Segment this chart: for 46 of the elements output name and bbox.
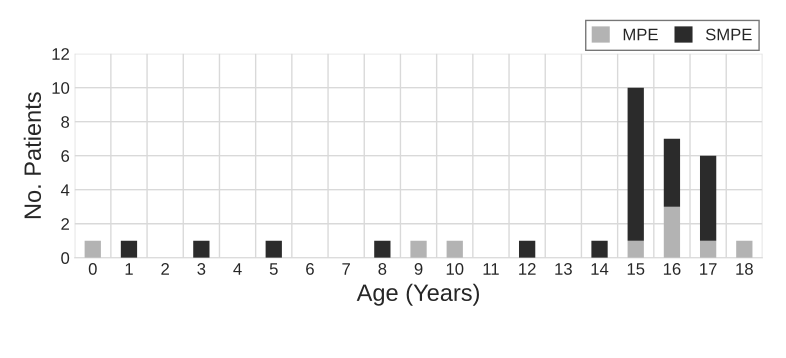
x-tick-label: 11 (484, 263, 499, 275)
bar (700, 156, 716, 241)
x-tick-label: 5 (270, 263, 278, 275)
legend-label: MPE (624, 28, 658, 40)
x-tick-label: 0 (88, 263, 97, 275)
bar (410, 240, 427, 258)
x-tick-label: 8 (378, 263, 386, 275)
x-tick-label: 6 (306, 263, 314, 275)
legend-label: SMPE (706, 28, 752, 40)
bar (700, 240, 716, 258)
x-tick-label: 17 (700, 263, 717, 275)
x-tick-label: 16 (664, 263, 680, 275)
bar (591, 240, 608, 258)
x-tick-label: 13 (555, 263, 572, 275)
bar (374, 240, 390, 258)
x-tick-label: 18 (736, 263, 753, 275)
bar (518, 240, 536, 258)
y-tick-label: 6 (61, 150, 70, 162)
bar (664, 138, 680, 207)
y-tick-label: 4 (60, 184, 70, 196)
bar (193, 240, 210, 258)
bar (628, 88, 644, 241)
x-tick-label: 2 (161, 263, 169, 275)
y-tick-label: 12 (52, 48, 69, 60)
bar (266, 240, 282, 258)
x-tick-label: 12 (519, 263, 536, 275)
x-tick-label: 1 (126, 263, 133, 275)
bar (628, 240, 644, 258)
x-tick-label: 10 (446, 263, 464, 275)
x-tick-label: 14 (592, 263, 608, 275)
y-tick-label: 2 (61, 218, 69, 230)
x-tick-label: 9 (414, 263, 422, 275)
x-tick-label: 4 (233, 263, 242, 275)
bar (736, 240, 752, 258)
bar (664, 206, 680, 258)
y-tick-label: 8 (61, 116, 70, 128)
y-tick-label: 0 (61, 252, 70, 264)
bar (84, 240, 101, 258)
bar (120, 240, 138, 258)
x-tick-label: 3 (197, 263, 206, 275)
x-tick-label: 7 (342, 263, 350, 275)
x-axis-title: Age (Years) (356, 284, 479, 306)
y-tick-label: 10 (52, 82, 70, 94)
x-tick-label: 15 (628, 263, 644, 275)
bar (446, 240, 463, 258)
y-axis-title: No. Patients (24, 92, 42, 218)
